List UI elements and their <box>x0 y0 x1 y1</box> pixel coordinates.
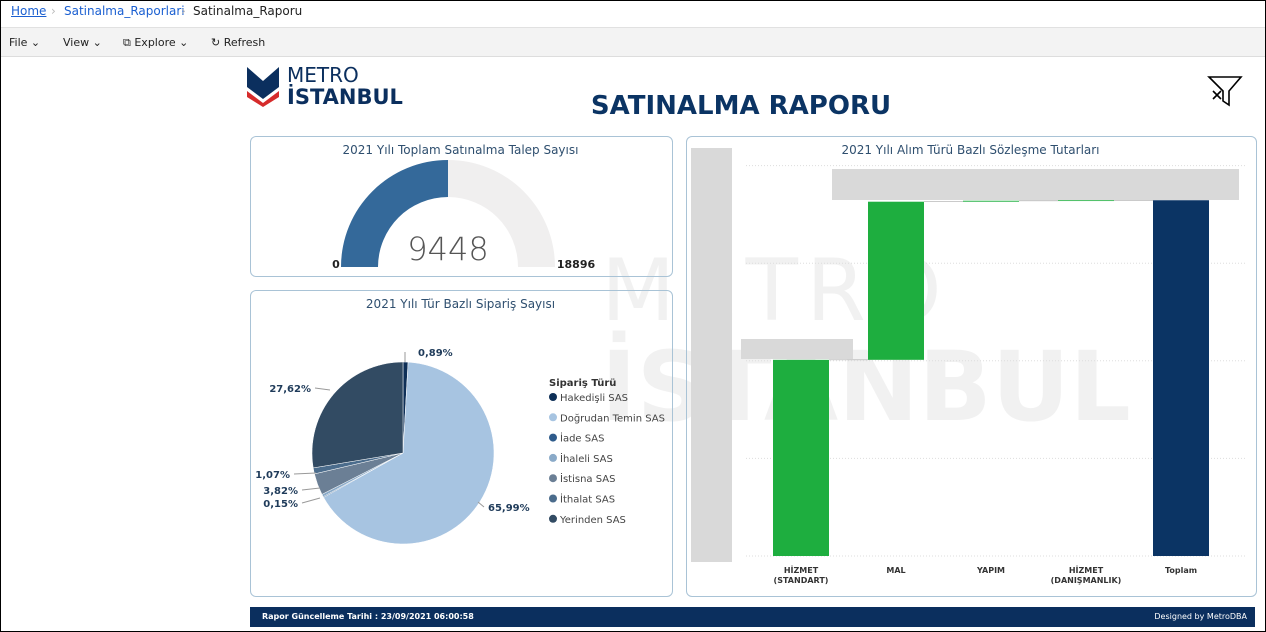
waterfall-bar <box>1153 200 1209 556</box>
waterfall-bar <box>773 359 829 556</box>
leader-line <box>477 501 485 508</box>
leader-line <box>301 497 321 504</box>
label: Rapor Güncelleme Tarihi : <box>262 612 379 621</box>
label: Refresh <box>223 36 266 49</box>
pie-chart: 0,89% 65,99% 0,15% 3,82% 1,07% 27,62% Sipariş … <box>255 348 665 545</box>
logo-text: METRO <box>287 63 359 87</box>
waterfall-chart <box>691 148 1246 562</box>
pie-card <box>250 290 673 597</box>
toolbar <box>1 28 1265 57</box>
waterfall-bar <box>1058 200 1114 202</box>
legend-title: Sipariş Türü <box>549 378 616 389</box>
data-label: 27,62% <box>269 384 311 395</box>
legend-label: Hakedişli SAS <box>560 393 628 404</box>
report-title: SATINALMA RAPORU <box>590 91 892 121</box>
data-label: 1,07% <box>255 470 290 481</box>
pie-slice <box>311 361 404 469</box>
legend-swatch <box>549 453 557 462</box>
legend-label: İhaleli SAS <box>560 452 613 465</box>
x-tick-label: Toplam <box>1164 566 1198 575</box>
legend-label: Doğrudan Temin SAS <box>560 412 665 424</box>
legend-label: Yerinden SAS <box>559 515 626 526</box>
data-label: 0,89% <box>418 348 453 359</box>
x-tick-label: HİZMET (DANIŞMANLIK) <box>1050 566 1122 585</box>
view-menu[interactable]: View ⌄ <box>63 36 102 49</box>
breadcrumb-link[interactable]: Home <box>11 4 47 18</box>
card-title: 2021 Yılı Tür Bazlı Sipariş Sayısı <box>365 297 556 311</box>
card-title: 2021 Yılı Toplam Satınalma Talep Sayısı <box>342 143 579 157</box>
masked-label <box>832 169 1239 200</box>
clear-filter-icon[interactable] <box>1207 75 1247 109</box>
footer: Rapor Güncelleme Tarihi : 23/09/2021 06:… <box>250 607 1255 627</box>
file-menu[interactable]: File ⌄ <box>9 36 41 49</box>
data-label: 65,99% <box>488 503 530 514</box>
gauge-value <box>341 160 448 267</box>
data-label: 3,82% <box>263 486 298 497</box>
leader-line <box>293 472 317 475</box>
masked-label <box>741 339 853 359</box>
logo-mark <box>247 67 279 107</box>
credit: Designed by MetroDBA <box>1154 612 1247 621</box>
update-date: 23/09/2021 06:00:58 <box>380 612 474 621</box>
x-tick-label: HİZMET (STANDART) <box>773 566 829 585</box>
gauge-max-label: 18896 <box>557 258 596 271</box>
legend-swatch <box>549 413 557 422</box>
label: Explore <box>134 36 176 49</box>
legend-label: İade SAS <box>560 432 604 445</box>
x-tick-label: YAPIM <box>976 566 1006 575</box>
leader-line <box>314 387 331 391</box>
separator: › <box>51 4 56 18</box>
x-tick-label: MAL <box>886 566 906 575</box>
legend-swatch <box>549 474 557 483</box>
legend-swatch <box>549 514 557 523</box>
waterfall-bar <box>868 201 924 360</box>
card-title: 2021 Yılı Alım Türü Bazlı Sözleşme Tutar… <box>841 143 1100 157</box>
waterfall-card <box>686 136 1257 597</box>
gauge-card <box>250 136 673 277</box>
logo-text: İSTANBUL <box>287 85 403 109</box>
breadcrumb-bar <box>1 1 1265 28</box>
gauge-value-label: 9448 <box>407 230 488 268</box>
gauge-chart: 9448 0 18896 <box>332 160 596 271</box>
update-label: Rapor Güncelleme Tarihi : 23/09/2021 06:… <box>262 607 474 627</box>
gauge-min-label: 0 <box>332 258 340 271</box>
waterfall-bar <box>963 200 1019 202</box>
label: View <box>63 36 90 49</box>
breadcrumb-link[interactable]: Satinalma_Raporlari <box>64 4 185 18</box>
legend-swatch <box>549 433 557 442</box>
pie-slice <box>323 361 495 545</box>
legend-label: İstisna SAS <box>560 472 615 485</box>
masked-axis <box>691 148 732 562</box>
explore-menu[interactable]: ⧉ Explore ⌄ <box>123 36 189 49</box>
legend-swatch <box>549 494 557 503</box>
leader-line <box>301 487 321 491</box>
label: File <box>9 36 28 49</box>
breadcrumb-current: Satinalma_Raporu <box>193 4 303 18</box>
refresh-button[interactable]: ↻ Refresh <box>211 36 266 49</box>
legend-swatch <box>549 393 557 401</box>
legend-label: İthalat SAS <box>560 493 615 506</box>
data-label: 0,15% <box>263 499 298 510</box>
separator: › <box>181 4 186 18</box>
watermark: İSTANBUL <box>601 331 1131 443</box>
